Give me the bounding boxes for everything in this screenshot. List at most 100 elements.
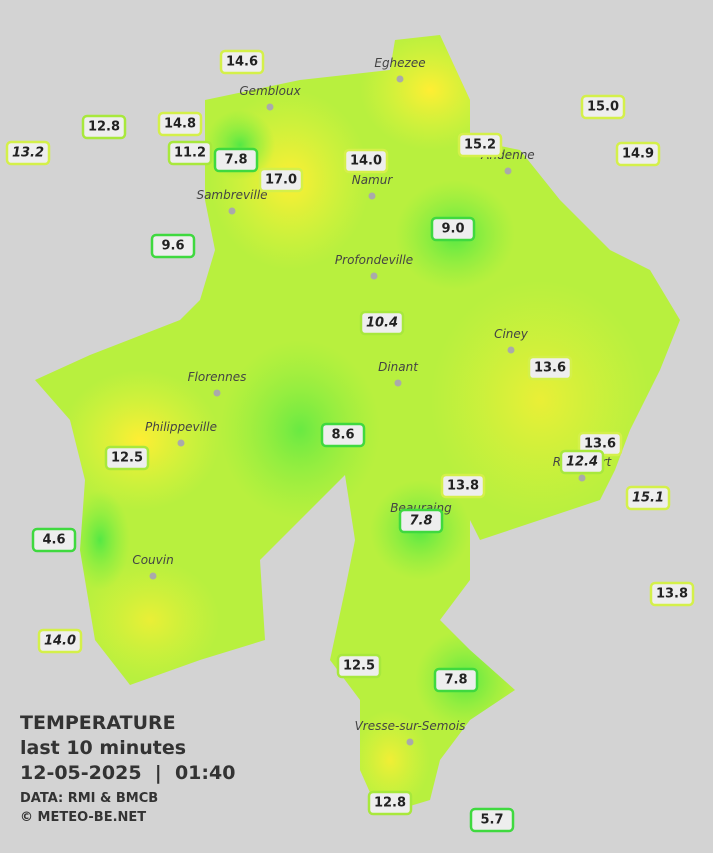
city-label: Couvin bbox=[132, 553, 173, 567]
city-label: Florennes bbox=[188, 370, 247, 384]
station: 14.8 bbox=[157, 111, 203, 137]
station-box bbox=[258, 167, 304, 193]
station-value: 14.8 bbox=[164, 117, 196, 132]
station-value: 8.6 bbox=[331, 428, 354, 443]
subtitle: last 10 minutes bbox=[20, 737, 187, 759]
station-value: 15.0 bbox=[587, 100, 619, 115]
city-dot bbox=[507, 346, 515, 354]
station-box bbox=[398, 508, 444, 534]
city-dot bbox=[394, 379, 402, 387]
station-value: 12.8 bbox=[374, 796, 406, 811]
station: 15.2 bbox=[457, 132, 503, 158]
city-dot bbox=[266, 103, 274, 111]
station-box bbox=[440, 473, 486, 499]
city-label: Philippeville bbox=[145, 420, 217, 434]
station-box bbox=[343, 148, 389, 174]
station-value: 13.2 bbox=[12, 146, 44, 161]
station-box bbox=[469, 807, 515, 833]
station-value: 5.7 bbox=[480, 813, 503, 828]
station-box bbox=[81, 114, 127, 140]
city-label: Sambreville bbox=[196, 188, 267, 202]
station: 5.7 bbox=[469, 807, 515, 833]
station-box bbox=[219, 49, 265, 75]
station-box bbox=[649, 581, 695, 607]
station-value: 9.6 bbox=[161, 239, 184, 254]
city-dot bbox=[578, 474, 586, 482]
station-value: 7.8 bbox=[409, 514, 432, 529]
city-dot bbox=[213, 389, 221, 397]
source: DATA: RMI & BMCB bbox=[20, 791, 159, 806]
station-box bbox=[37, 628, 83, 654]
station-box bbox=[359, 310, 405, 336]
city-label: Vresse-sur-Semois bbox=[355, 719, 466, 733]
station-value: 7.8 bbox=[444, 673, 467, 688]
station-value: 15.2 bbox=[464, 138, 496, 153]
station-value: 4.6 bbox=[42, 533, 65, 548]
station-value: 14.0 bbox=[350, 154, 382, 169]
station-value: 14.0 bbox=[44, 634, 76, 649]
station: 14.0 bbox=[37, 628, 83, 654]
station: 17.0 bbox=[258, 167, 304, 193]
station: 13.8 bbox=[649, 581, 695, 607]
station-value: 14.6 bbox=[226, 55, 258, 70]
station-value: 12.5 bbox=[343, 659, 375, 674]
station-value: 15.1 bbox=[632, 491, 664, 506]
city-dot bbox=[228, 207, 236, 215]
station-box bbox=[430, 216, 476, 242]
station: 9.6 bbox=[150, 233, 196, 259]
city-label: Ciney bbox=[494, 327, 529, 341]
station-box bbox=[433, 667, 479, 693]
station: 14.6 bbox=[219, 49, 265, 75]
station: 13.2 bbox=[5, 140, 51, 166]
station-box bbox=[150, 233, 196, 259]
timestamp: 12-05-2025 | 01:40 bbox=[20, 762, 236, 784]
city-label: Namur bbox=[352, 173, 394, 187]
station-value: 13.6 bbox=[534, 361, 566, 376]
city-dot bbox=[149, 572, 157, 580]
station-value: 10.4 bbox=[366, 316, 398, 331]
station-value: 12.8 bbox=[88, 120, 120, 135]
station: 9.0 bbox=[430, 216, 476, 242]
station-box bbox=[625, 485, 671, 511]
city-dot bbox=[406, 738, 414, 746]
copyright: © METEO-BE.NET bbox=[20, 810, 147, 825]
time: 01:40 bbox=[174, 762, 236, 784]
station: 13.6 bbox=[527, 355, 573, 381]
city-dot bbox=[396, 75, 404, 83]
station-box bbox=[615, 141, 661, 167]
station: 14.9 bbox=[615, 141, 661, 167]
city-dot bbox=[370, 272, 378, 280]
station-box bbox=[213, 147, 259, 173]
station-value: 12.4 bbox=[566, 455, 598, 470]
station: 13.8 bbox=[440, 473, 486, 499]
stations: 14.6 12.8 14.8 13.2 11.2 7.8 17.0 14.0 15.2 15.0 1… bbox=[5, 49, 695, 833]
station: 10.4 bbox=[359, 310, 405, 336]
station-value: 11.2 bbox=[174, 146, 206, 161]
station-value: 17.0 bbox=[265, 173, 297, 188]
station-box bbox=[580, 94, 626, 120]
station: 7.8 bbox=[398, 508, 444, 534]
station-box bbox=[559, 449, 605, 475]
city-label: Eghezee bbox=[374, 56, 425, 70]
date: 12-05-2025 bbox=[20, 762, 142, 784]
station-value: 13.6 bbox=[584, 437, 616, 452]
station-value: 12.5 bbox=[111, 451, 143, 466]
station-box bbox=[367, 790, 413, 816]
station: 15.1 bbox=[625, 485, 671, 511]
city-dot bbox=[368, 192, 376, 200]
station-box bbox=[527, 355, 573, 381]
station-value: 14.9 bbox=[622, 147, 654, 162]
station-value: 9.0 bbox=[441, 222, 464, 237]
city-label: Gembloux bbox=[239, 84, 301, 98]
station-box bbox=[104, 445, 150, 471]
station: 14.0 bbox=[343, 148, 389, 174]
station: 12.8 bbox=[81, 114, 127, 140]
station-box bbox=[320, 422, 366, 448]
station: 12.5 bbox=[104, 445, 150, 471]
station-value: 7.8 bbox=[224, 153, 247, 168]
city-dot bbox=[504, 167, 512, 175]
station-box bbox=[167, 140, 213, 166]
station: 7.8 bbox=[433, 667, 479, 693]
